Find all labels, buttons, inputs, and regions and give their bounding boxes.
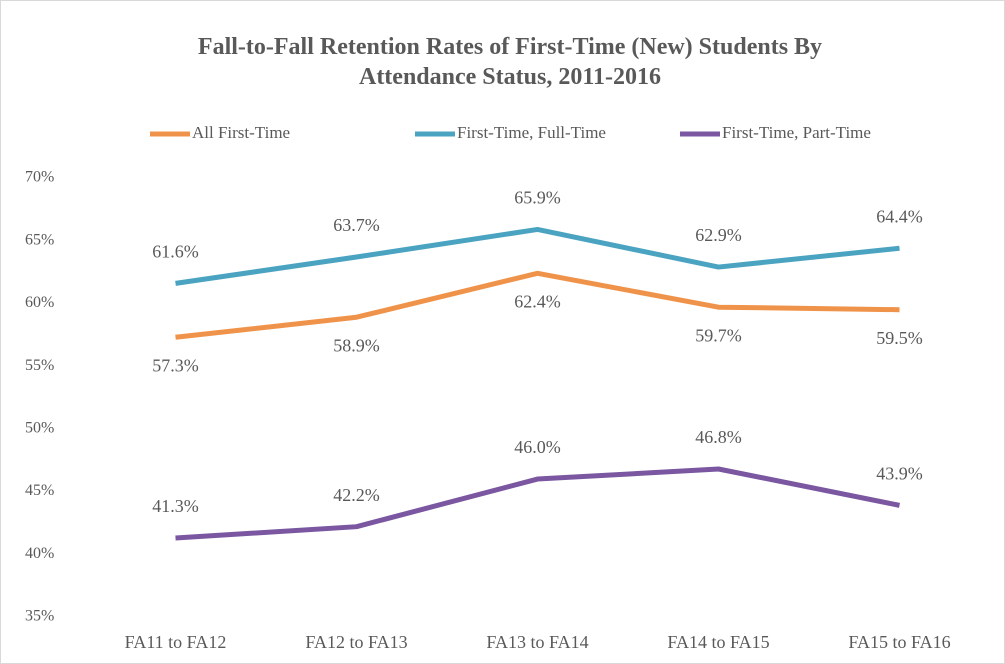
y-tick-label: 35% (25, 608, 54, 625)
y-tick-label: 70% (25, 169, 54, 186)
data-label: 46.8% (695, 427, 742, 447)
series-line (175, 270, 900, 340)
data-label: 43.9% (876, 463, 923, 483)
x-tick-label: FA13 to FA14 (486, 632, 588, 652)
data-label: 58.9% (333, 335, 380, 355)
data-label: 62.9% (695, 225, 742, 245)
y-tick-label: 60% (25, 294, 54, 311)
x-tick-label: FA12 to FA13 (305, 632, 407, 652)
data-label: 41.3% (152, 496, 199, 516)
y-tick-label: 50% (25, 420, 54, 437)
data-label: 59.7% (695, 325, 742, 345)
series-line (175, 226, 900, 286)
series-line (175, 466, 900, 541)
y-tick-label: 45% (25, 482, 54, 499)
legend-label: First-Time, Part-Time (722, 123, 871, 142)
x-tick-label: FA15 to FA16 (848, 632, 950, 652)
y-tick-label: 65% (25, 231, 54, 248)
data-label: 61.6% (152, 241, 199, 261)
data-label: 46.0% (514, 437, 561, 457)
data-label: 64.4% (876, 206, 923, 226)
chart-title: Fall-to-Fall Retention Rates of First-Ti… (197, 34, 823, 90)
y-tick-label: 40% (25, 545, 54, 562)
data-label: 59.5% (876, 328, 923, 348)
x-tick-label: FA11 to FA12 (125, 632, 227, 652)
legend-label: First-Time, Full-Time (457, 123, 606, 142)
y-tick-label: 55% (25, 357, 54, 374)
x-tick-label: FA14 to FA15 (667, 632, 769, 652)
legend-label: All First-Time (192, 123, 290, 142)
data-label: 62.4% (514, 291, 561, 311)
data-label: 42.2% (333, 485, 380, 505)
data-label: 57.3% (152, 355, 199, 375)
data-label: 63.7% (333, 215, 380, 235)
data-label: 65.9% (514, 188, 561, 208)
